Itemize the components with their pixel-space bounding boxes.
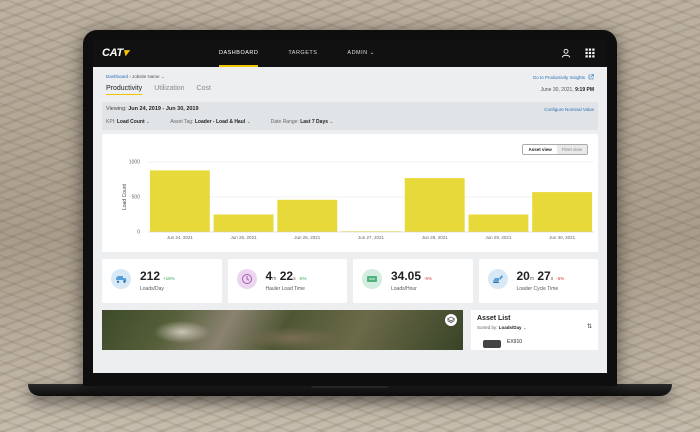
- bar: [341, 231, 401, 232]
- chevron-down-icon: ⌄: [329, 119, 334, 125]
- filter-bar: Viewing: Jun 24, 2019 - Jun 30, 2019 Con…: [102, 102, 598, 130]
- laptop-base: [28, 384, 672, 396]
- y-axis-label: Load Count: [122, 183, 128, 209]
- chevron-down-icon: ⌄: [522, 325, 527, 330]
- tab-utilization[interactable]: Utilization: [154, 85, 185, 92]
- external-link-icon: [588, 74, 594, 80]
- x-tick-label: Jun 27, 2021: [358, 235, 385, 240]
- kpi-card-hauler-load-time[interactable]: 4m 22s -5% Hauler Load Time: [227, 259, 347, 303]
- x-tick-label: Jun 25, 2021: [231, 235, 258, 240]
- x-tick-label: Jun 30, 2021: [549, 235, 576, 240]
- viewing-range: Viewing: Jun 24, 2019 - Jun 30, 2019: [106, 106, 199, 112]
- x-tick-label: Jun 28, 2021: [422, 235, 449, 240]
- laptop-notch: [310, 384, 390, 388]
- date-range-filter[interactable]: Date Range: Last 7 Days ⌄: [270, 119, 334, 125]
- nav-item-admin[interactable]: ADMIN ⌄: [347, 50, 375, 56]
- kpi-card-loader-cycle-time[interactable]: 20m 27s -5% Loader Cycle Time: [478, 259, 598, 303]
- bar: [468, 214, 529, 232]
- asset-tag-filter[interactable]: Asset Tag: Loader - Load & Haul ⌄: [170, 119, 251, 125]
- app-screen: CAT▾ DASHBOARD TARGETS ADMIN ⌄ Dashboa: [93, 40, 607, 373]
- fleet-view-button[interactable]: Fleet view: [556, 145, 587, 154]
- asset-list-item[interactable]: EX910: [507, 339, 523, 345]
- load-count-chart: 1000 500 0 Load Count Jun 24, 2021 Jun 25, 20…: [122, 160, 594, 240]
- clock-icon: [362, 269, 382, 289]
- chevron-down-icon: ⌄: [369, 50, 375, 56]
- x-tick-label: Jun 24, 2021: [167, 235, 194, 240]
- asset-view-button[interactable]: Asset view: [523, 145, 557, 154]
- view-toggle: Asset view Fleet view: [522, 144, 588, 155]
- apps-grid-icon[interactable]: [585, 48, 595, 58]
- cat-logo[interactable]: CAT▾: [102, 47, 129, 59]
- kpi-card-loads-per-hour[interactable]: 34.05 -5% Loads/Hour: [353, 259, 473, 303]
- chevron-down-icon: ⌄: [160, 74, 165, 79]
- asset-list-panel: Asset List Sorted by: Loads/Day ⌄ ⇅ EX91…: [471, 310, 598, 350]
- sort-dropdown[interactable]: Sorted by: Loads/Day ⌄: [477, 325, 527, 330]
- bar: [213, 214, 274, 232]
- y-tick-label: 0: [137, 230, 140, 236]
- x-tick-label: Jun 26, 2021: [294, 235, 321, 240]
- timer-icon: [236, 269, 257, 289]
- layers-icon[interactable]: [445, 314, 457, 326]
- asset-list-title: Asset List: [477, 315, 511, 322]
- bar: [532, 192, 593, 232]
- breadcrumb: Dashboard › Jobsite Name ⌄: [106, 74, 165, 79]
- user-icon[interactable]: [561, 48, 571, 58]
- y-tick-label: 500: [132, 195, 141, 201]
- tab-productivity[interactable]: Productivity: [106, 85, 143, 95]
- x-tick-label: Jun 29, 2021: [485, 235, 512, 240]
- bar: [277, 199, 338, 232]
- chevron-down-icon: ⌄: [246, 119, 251, 125]
- nav-item-dashboard[interactable]: DASHBOARD: [219, 40, 259, 67]
- tab-bar: Productivity Utilization Cost: [106, 85, 211, 95]
- asset-thumbnail: [483, 340, 501, 348]
- excavator-icon: [487, 269, 508, 289]
- kpi-filter[interactable]: KPI: Load Count ⌄: [106, 119, 151, 125]
- kpi-card-loads-per-day[interactable]: 212 +15% Loads/Day: [102, 259, 222, 303]
- y-tick-label: 1000: [129, 160, 140, 166]
- bar: [149, 170, 210, 232]
- chevron-down-icon: ⌄: [146, 119, 151, 125]
- nav-menu: DASHBOARD TARGETS ADMIN ⌄: [219, 40, 375, 67]
- tab-cost[interactable]: Cost: [196, 85, 211, 92]
- sort-icon[interactable]: ⇅: [586, 324, 592, 330]
- breadcrumb-current[interactable]: Jobsite Name: [132, 74, 160, 79]
- top-navigation: CAT▾ DASHBOARD TARGETS ADMIN ⌄: [93, 40, 607, 67]
- kpi-row: 212 +15% Loads/Day 4m 22s -5% Hauler Load …: [102, 259, 598, 303]
- insights-link[interactable]: Go to Productivity Insights: [533, 74, 594, 80]
- nav-item-targets[interactable]: TARGETS: [288, 50, 318, 56]
- breadcrumb-root[interactable]: Dashboard: [106, 74, 129, 79]
- current-datetime: June 30, 2021, 9:19 PM: [540, 87, 594, 93]
- truck-icon: [111, 269, 131, 289]
- site-map[interactable]: [102, 310, 463, 350]
- configure-nominal-link[interactable]: Configure Nominal Value: [544, 107, 594, 112]
- bar: [404, 178, 465, 232]
- load-count-chart-card: 1000 500 0 Load Count Jun 24, 2021 Jun 25, 20…: [102, 134, 598, 252]
